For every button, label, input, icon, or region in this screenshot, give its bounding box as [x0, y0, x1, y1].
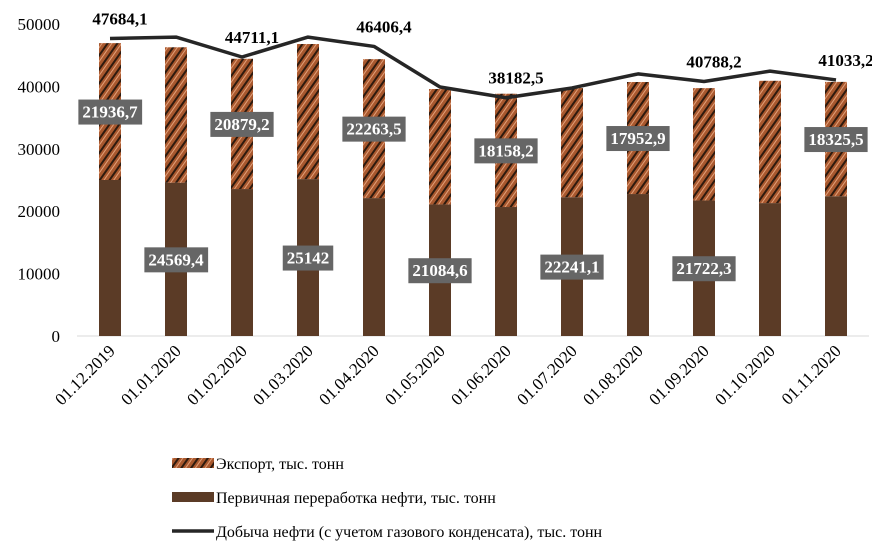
value-label-box — [342, 116, 406, 142]
y-tick-label: 10000 — [18, 265, 61, 284]
value-label: 18325,5 — [808, 130, 863, 149]
value-label-group: 41033,2 — [818, 51, 872, 70]
export-bar — [165, 47, 187, 183]
y-tick-label: 0 — [52, 327, 61, 346]
value-label-group: 17952,9 — [606, 126, 670, 152]
x-tick-label: 01.10.2020 — [711, 341, 779, 409]
value-label: 38182,5 — [488, 69, 543, 88]
x-tick-label: 01.01.2020 — [117, 341, 185, 409]
value-label-group: 21936,7 — [78, 99, 143, 125]
value-label-group: 38182,5 — [488, 69, 543, 88]
value-label-box — [210, 111, 274, 137]
value-label-group: 44711,1 — [225, 28, 279, 47]
processing-bar — [363, 198, 385, 336]
value-label-box — [474, 138, 538, 164]
legend-swatch — [172, 458, 214, 468]
value-label: 20879,2 — [214, 115, 269, 134]
value-label: 17952,9 — [610, 129, 665, 148]
value-label-box — [78, 99, 143, 125]
value-label-box — [144, 247, 209, 273]
value-label: 18158,2 — [478, 141, 533, 160]
export-bar — [297, 44, 319, 180]
y-tick-label: 30000 — [18, 140, 61, 159]
value-label-group: 18158,2 — [474, 138, 538, 164]
x-tick-label: 01.09.2020 — [645, 341, 713, 409]
legend-label: Экспорт, тыс. тонн — [216, 456, 344, 473]
value-label-box — [672, 256, 736, 282]
x-tick-label: 01.05.2020 — [381, 341, 449, 409]
x-tick-label: 01.02.2020 — [183, 341, 251, 409]
x-tick-label: 01.08.2020 — [579, 341, 647, 409]
value-label-group: 22263,5 — [342, 116, 406, 142]
value-label-box — [408, 258, 472, 284]
value-label: 40788,2 — [686, 52, 741, 71]
value-label-group: 46406,4 — [356, 17, 412, 36]
y-tick-label: 40000 — [18, 77, 61, 96]
value-label: 44711,1 — [225, 28, 279, 47]
x-tick-label: 01.12.2019 — [51, 341, 119, 409]
value-label-group: 20879,2 — [210, 111, 274, 137]
export-bar — [693, 88, 715, 201]
processing-bar — [825, 196, 847, 336]
value-label: 21722,3 — [676, 259, 731, 278]
value-label: 21084,6 — [412, 261, 467, 280]
production-line — [109, 35, 837, 100]
value-label: 25142 — [287, 249, 330, 268]
value-label: 24569,4 — [148, 250, 204, 269]
value-label-group: 21084,6 — [408, 258, 472, 284]
legend-label: Первичная переработка нефти, тыс. тонн — [216, 490, 496, 507]
value-label-group: 24569,4 — [144, 247, 209, 273]
export-bar — [561, 88, 583, 198]
processing-bar — [759, 203, 781, 336]
value-label: 21936,7 — [82, 103, 138, 122]
export-bar — [759, 80, 781, 204]
legend-label: Добыча нефти (с учетом газового конденса… — [216, 524, 603, 541]
x-tick-label: 01.03.2020 — [249, 341, 317, 409]
value-label-group: 25142 — [282, 245, 334, 271]
x-tick-label: 01.06.2020 — [447, 341, 515, 409]
x-tick-label: 01.11.2020 — [778, 341, 845, 408]
processing-bar — [627, 194, 649, 336]
value-label-box — [540, 254, 604, 280]
processing-bar — [231, 189, 253, 336]
y-tick-label: 50000 — [18, 15, 61, 34]
value-label-group: 22241,1 — [540, 254, 604, 280]
value-label-group: 40788,2 — [686, 52, 741, 71]
value-label-box — [282, 245, 334, 271]
value-label: 22241,1 — [544, 258, 599, 277]
value-label: 41033,2 — [818, 51, 872, 70]
value-label-box — [804, 127, 868, 153]
value-label-group: 18325,5 — [804, 127, 868, 153]
value-label-group: 47684,1 — [92, 9, 147, 28]
value-label: 46406,4 — [356, 17, 412, 36]
processing-bar — [495, 207, 517, 336]
x-tick-label: 01.04.2020 — [315, 341, 383, 409]
value-label-box — [606, 126, 670, 152]
y-tick-label: 20000 — [18, 202, 61, 221]
processing-bar — [99, 180, 121, 336]
value-label-group: 21722,3 — [672, 256, 736, 282]
value-label: 22263,5 — [346, 120, 401, 139]
export-bar — [429, 88, 451, 205]
x-tick-label: 01.07.2020 — [513, 341, 581, 409]
value-label: 47684,1 — [92, 9, 147, 28]
legend-swatch — [172, 492, 214, 502]
